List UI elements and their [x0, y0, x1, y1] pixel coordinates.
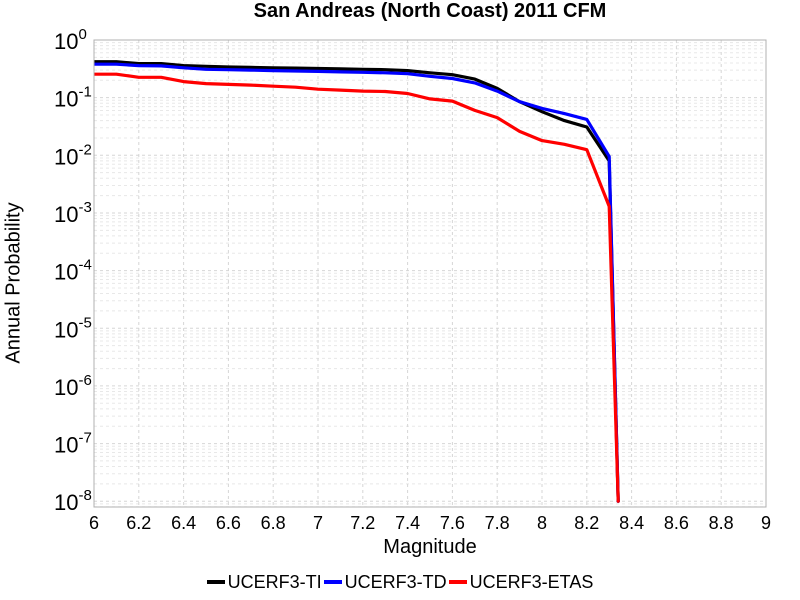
x-tick-label: 7.2	[350, 513, 375, 533]
y-axis-label: Annual Probability	[2, 202, 25, 364]
x-tick-label: 6	[89, 513, 99, 533]
chart-title: San Andreas (North Coast) 2011 CFM	[253, 0, 607, 22]
legend-item-ucerf3-ti: UCERF3-TI	[206, 571, 322, 593]
x-axis-label: Magnitude	[383, 536, 477, 558]
x-tick-label: 7.8	[485, 513, 510, 533]
legend: UCERF3-TI UCERF3-TD UCERF3-ETAS	[0, 568, 800, 593]
series-line-ucerf3-ti	[94, 60, 620, 503]
y-tick-label: 10-6	[54, 372, 92, 400]
x-tick-label: 6.8	[261, 513, 286, 533]
y-tick-label: 10-7	[54, 430, 92, 458]
x-axis-ticks: 6 6.2 6.4 6.6 6.8 7 7.2 7.4 7.6 7.8 8 8.2 8.4 8.6 8.8 9	[89, 513, 771, 533]
y-tick-label: 100	[54, 26, 87, 54]
plot-border	[93, 39, 767, 508]
legend-swatch	[206, 580, 225, 584]
y-tick-label: 10-3	[54, 199, 92, 227]
y-tick-label: 10-4	[54, 257, 92, 285]
x-tick-label: 8.2	[574, 513, 599, 533]
y-tick-label: 10-2	[54, 141, 92, 169]
legend-label: UCERF3-TI	[227, 571, 322, 592]
x-tick-label: 8.6	[664, 513, 689, 533]
legend-label: UCERF3-ETAS	[469, 571, 594, 592]
x-tick-label: 8	[537, 513, 547, 533]
x-tick-label: 7.4	[395, 513, 420, 533]
legend-swatch	[448, 580, 467, 584]
series-line-ucerf3-td	[94, 62, 620, 503]
y-axis-ticks: 100 10-1 10-2 10-3 10-4 10-5 10-6 10-7 10-8	[54, 26, 92, 515]
y-tick-label: 10-1	[54, 84, 92, 112]
x-tick-label: 6.4	[171, 513, 196, 533]
y-tick-label: 10-8	[54, 487, 92, 515]
series-line-ucerf3-etas	[94, 72, 620, 503]
y-tick-label: 10-5	[54, 314, 92, 342]
legend-item-ucerf3-etas: UCERF3-ETAS	[448, 571, 594, 593]
legend-label: UCERF3-TD	[344, 571, 447, 592]
series-layer	[94, 60, 620, 503]
x-tick-label: 9	[761, 513, 771, 533]
x-tick-label: 6.6	[216, 513, 241, 533]
x-tick-label: 6.2	[126, 513, 151, 533]
x-tick-label: 8.8	[709, 513, 734, 533]
legend-swatch	[323, 580, 342, 584]
legend-item-ucerf3-td: UCERF3-TD	[323, 571, 447, 593]
x-tick-label: 8.4	[619, 513, 644, 533]
x-tick-label: 7	[313, 513, 323, 533]
x-tick-label: 7.6	[440, 513, 465, 533]
